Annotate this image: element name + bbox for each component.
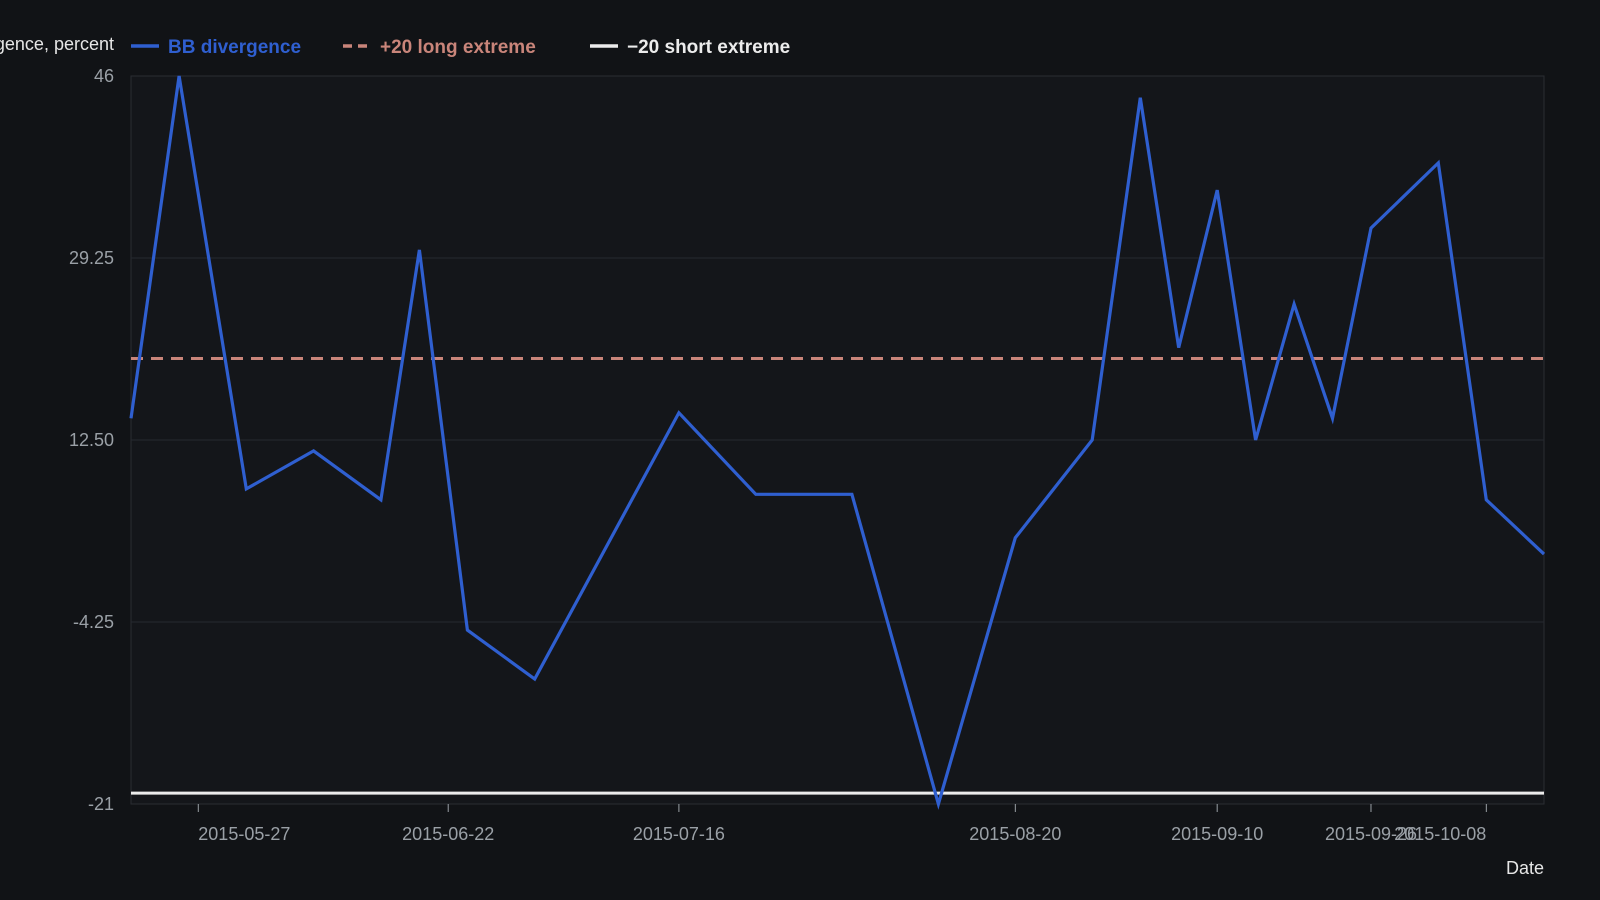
y-tick-label: 12.50 — [69, 430, 114, 450]
x-tick-label: 2015-05-27 — [198, 824, 290, 844]
x-tick-label: 2015-09-10 — [1171, 824, 1263, 844]
x-tick-label: 2015-10-08 — [1394, 824, 1486, 844]
legend-label: +20 long extreme — [380, 37, 536, 58]
y-tick-label: 46 — [94, 66, 114, 86]
x-tick-label: 2015-06-22 — [402, 824, 494, 844]
x-axis-title: Date — [1506, 858, 1544, 878]
x-tick-label: 2015-09-26 — [1325, 824, 1417, 844]
y-tick-label: -4.25 — [73, 612, 114, 632]
y-tick-label: 29.25 — [69, 248, 114, 268]
series-line-0 — [129, 75, 1546, 810]
grid — [131, 257, 1544, 623]
y-tick-label: -21 — [88, 794, 114, 814]
x-tick-label: 2015-07-16 — [633, 824, 725, 844]
x-tick-label: 2015-08-20 — [969, 824, 1061, 844]
legend-label: −20 short extreme — [627, 37, 790, 58]
x-axis: 2015-05-27 2015-06-22 2015-07-16 2015-08-20… — [197, 804, 1487, 844]
legend-label: BB divergence — [168, 37, 301, 58]
legend: BB divergence +20 long extreme −20 short e… — [131, 37, 790, 58]
y-axis-title: BB divergence, percent — [0, 34, 114, 54]
series-lines — [129, 75, 1546, 810]
y-axis: 46 29.25 12.50 -4.25 -21 — [69, 66, 114, 814]
